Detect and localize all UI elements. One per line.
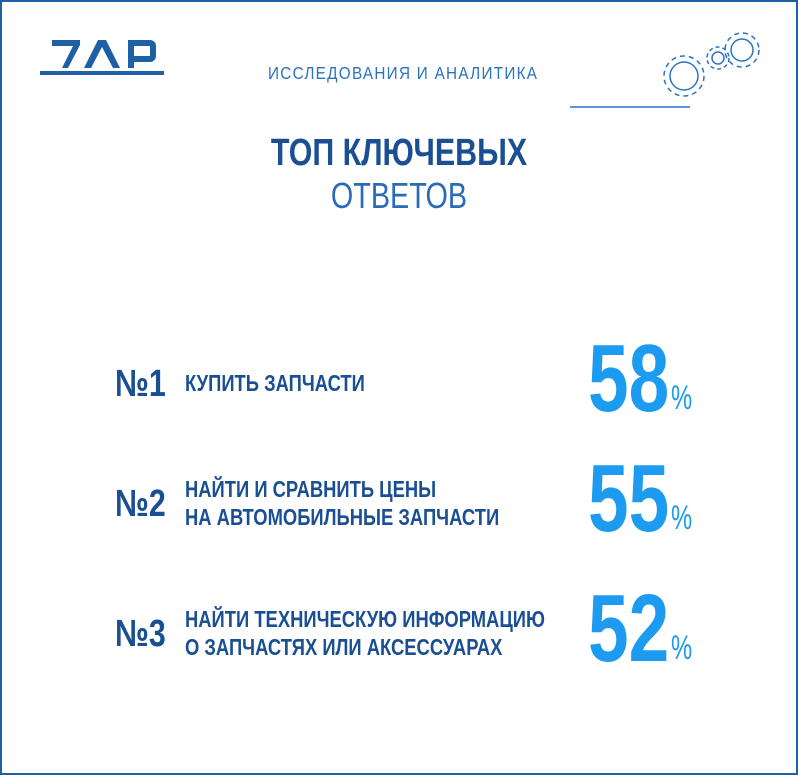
text-wrap: 58 bbox=[588, 325, 669, 432]
section-wrap: ИССЛЕДОВАНИЯ И АНАЛИТИКА bbox=[268, 63, 538, 83]
percent-unit: % bbox=[671, 379, 692, 417]
text-wrap: % bbox=[671, 379, 692, 417]
percent-value: 58 bbox=[588, 325, 669, 432]
answer-text: НА АВТОМОБИЛЬНЫЕ ЗАПЧАСТИ bbox=[185, 505, 499, 530]
answer-text: НАЙТИ ТЕХНИЧЕСКУЮ ИНФОРМАЦИЮ bbox=[185, 606, 545, 633]
text-wrap: КУПИТЬ ЗАПЧАСТИ bbox=[185, 371, 365, 396]
text-wrap: О ЗАПЧАСТЯХ ИЛИ АКСЕССУАРАХ bbox=[185, 635, 503, 660]
text-wrap: №3 bbox=[115, 613, 166, 655]
text-wrap: % bbox=[671, 629, 692, 667]
rank: №3 bbox=[115, 613, 166, 655]
subtitle-wrap: ОТВЕТОВ bbox=[331, 175, 467, 216]
answer-text: О ЗАПЧАСТЯХ ИЛИ АКСЕССУАРАХ bbox=[185, 635, 503, 660]
percent-unit: % bbox=[671, 629, 692, 667]
title: ТОП КЛЮЧЕВЫХ bbox=[271, 132, 527, 174]
text-wrap: % bbox=[671, 499, 692, 537]
section-title: ИССЛЕДОВАНИЯ И АНАЛИТИКА bbox=[268, 63, 538, 83]
text-wrap: 52 bbox=[588, 575, 669, 682]
subtitle: ОТВЕТОВ bbox=[331, 175, 467, 216]
text-wrap: 55 bbox=[588, 445, 669, 552]
rank: №1 bbox=[115, 363, 166, 405]
rank: №2 bbox=[115, 483, 166, 525]
answer-text: НАЙТИ И СРАВНИТЬ ЦЕНЫ bbox=[185, 476, 436, 503]
percent-value: 55 bbox=[588, 445, 669, 552]
text-wrap: №2 bbox=[115, 483, 166, 525]
title-wrap: ТОП КЛЮЧЕВЫХ bbox=[271, 132, 527, 174]
logo bbox=[40, 40, 164, 75]
percent-value: 52 bbox=[588, 575, 669, 682]
gears bbox=[570, 32, 760, 108]
text-wrap: НАЙТИ ТЕХНИЧЕСКУЮ ИНФОРМАЦИЮ bbox=[185, 606, 545, 633]
text-wrap: НА АВТОМОБИЛЬНЫЕ ЗАПЧАСТИ bbox=[185, 505, 499, 530]
percent-unit: % bbox=[671, 499, 692, 537]
answer-text: КУПИТЬ ЗАПЧАСТИ bbox=[185, 371, 365, 396]
text-wrap: НАЙТИ И СРАВНИТЬ ЦЕНЫ bbox=[185, 476, 436, 503]
text-wrap: №1 bbox=[115, 363, 166, 405]
